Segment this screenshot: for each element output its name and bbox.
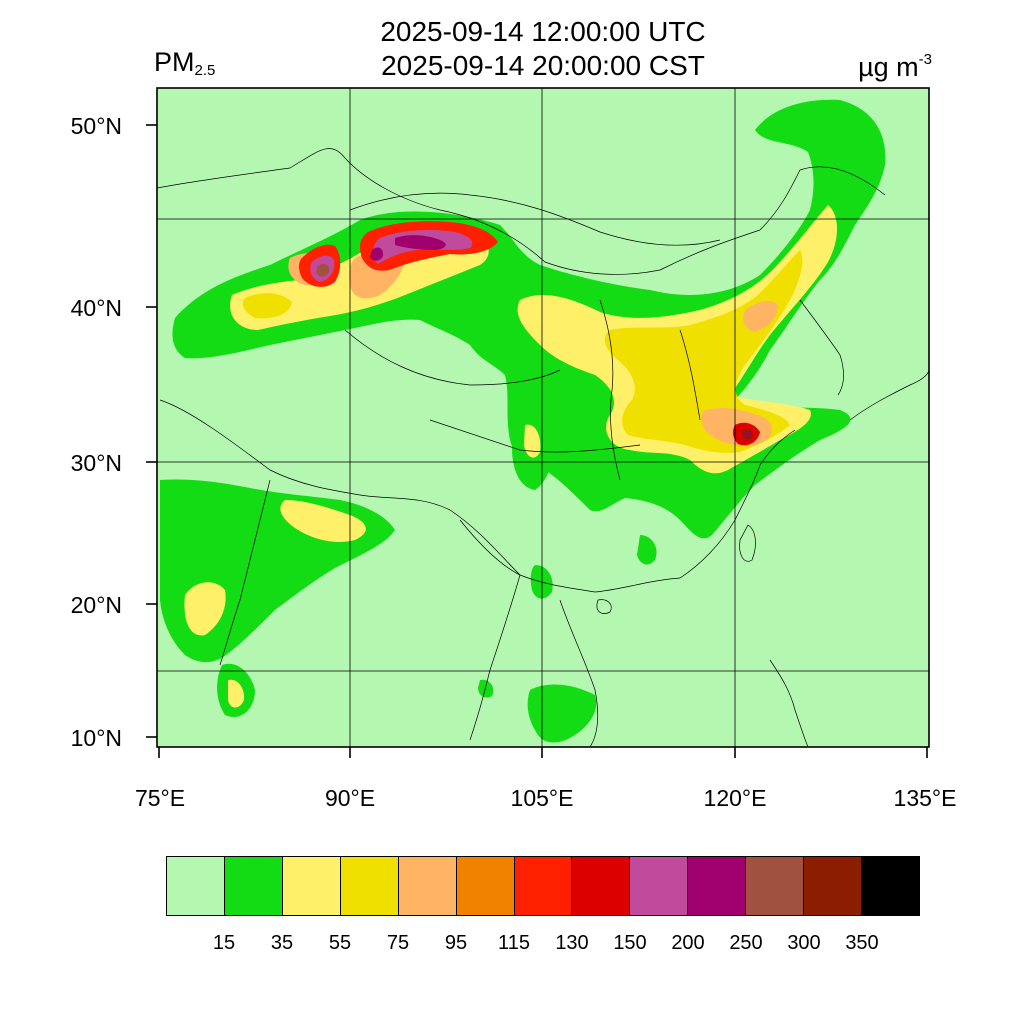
boundary-mongolia [349, 192, 721, 246]
boundary-korea [799, 299, 844, 396]
legend-label-15: 15 [212, 932, 236, 954]
legend-swatch-2 [224, 857, 283, 915]
lon-label-120: 120°E [704, 785, 767, 811]
variable-subscript: 2.5 [194, 62, 216, 79]
unit-superscript: -3 [918, 51, 932, 68]
variable-label: PM2.5 [154, 46, 215, 87]
field-purple-shanghai [746, 431, 751, 437]
legend-label-150: 150 [613, 932, 647, 954]
legend-swatch-9 [630, 857, 689, 915]
lat-label-40: 40°N [71, 295, 122, 321]
legend-swatch-4 [340, 857, 399, 915]
legend-label-300: 300 [787, 932, 821, 954]
legend-label-95: 95 [444, 932, 468, 954]
legend-swatch-13 [862, 857, 919, 915]
legend-swatch-8 [572, 857, 631, 915]
legend-label-115: 115 [498, 932, 530, 954]
field-brown-xinjiang [316, 264, 330, 277]
unit-label: µg m-3 [858, 44, 932, 83]
map-frame [156, 87, 930, 748]
boundary-india [219, 479, 271, 666]
boundary-philippines [769, 659, 809, 747]
boundary-province-5 [459, 519, 521, 576]
field-yellow-sichuan [524, 424, 541, 458]
tick-marks [146, 124, 928, 758]
title-cst: 2025-09-14 20:00:00 CST [381, 50, 705, 81]
boundary-southeast-coast [679, 429, 796, 579]
field-green-indochina [527, 684, 597, 743]
boundary-province-3 [599, 299, 621, 481]
boundary-china-north [157, 148, 886, 275]
legend-label-200: 200 [671, 932, 705, 954]
lat-label-50: 50°N [71, 113, 122, 139]
field-yellow-dark-tarim [242, 293, 292, 319]
gridlines [157, 88, 929, 747]
lon-label-75: 75°E [135, 785, 185, 811]
field-yellow-srilanka [228, 679, 245, 708]
lon-label-90: 90°E [325, 785, 375, 811]
boundary-province-4 [679, 329, 701, 421]
pm25-map: 75°E 90°E 105°E 120°E 135°E 50°N 40°N 30… [71, 87, 957, 811]
field-yellow-india [280, 500, 366, 542]
legend-label-350: 350 [845, 932, 879, 954]
legend-label-35: 35 [270, 932, 294, 954]
legend-swatch-1 [167, 857, 225, 915]
field-purple-dark-2 [370, 247, 384, 261]
boundary-hainan [596, 599, 612, 614]
legend-label-55: 55 [328, 932, 352, 954]
boundary-japan [849, 369, 929, 421]
title-utc: 2025-09-14 12:00:00 UTC [380, 16, 706, 47]
legend-swatch-12 [804, 857, 863, 915]
legend-label-250: 250 [729, 932, 763, 954]
lon-label-105: 105°E [511, 785, 574, 811]
lat-label-10: 10°N [71, 725, 122, 751]
lat-label-30: 30°N [71, 450, 122, 476]
boundary-taiwan [739, 524, 756, 562]
lon-label-135: 135°E [894, 785, 957, 811]
color-legend [166, 856, 920, 916]
legend-swatch-5 [398, 857, 457, 915]
boundary-province-1 [344, 329, 561, 386]
legend-label-130: 130 [555, 932, 589, 954]
legend-swatch-11 [746, 857, 805, 915]
lat-label-20: 20°N [71, 592, 122, 618]
legend-swatch-7 [514, 857, 573, 915]
field-green-blob-2 [637, 535, 657, 565]
field-purple-dark-1 [395, 235, 446, 250]
boundary-province-2 [429, 419, 641, 453]
tick-labels: 75°E 90°E 105°E 120°E 135°E 50°N 40°N 30… [71, 113, 957, 811]
variable-main: PM [154, 47, 195, 77]
boundary-lines [157, 148, 929, 747]
boundary-indochina [469, 574, 599, 747]
field-yellow-india-2 [184, 582, 226, 636]
legend-swatch-10 [688, 857, 747, 915]
field-green-blob-3 [478, 679, 494, 698]
unit-main: µg m [858, 52, 919, 82]
field-yellow-dark-northchina [604, 250, 803, 453]
legend-swatch-6 [456, 857, 515, 915]
concentration-field [160, 99, 886, 743]
legend-label-75: 75 [386, 932, 410, 954]
field-orange-light-liaoning [743, 300, 778, 332]
legend-swatch-3 [282, 857, 341, 915]
boundary-china-southwest [159, 399, 681, 593]
